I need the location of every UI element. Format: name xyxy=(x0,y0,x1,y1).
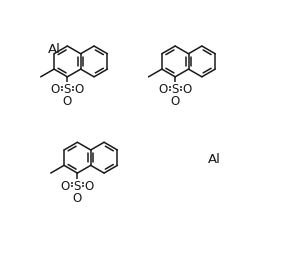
Text: O: O xyxy=(51,83,60,96)
Text: S: S xyxy=(171,83,179,96)
Text: O: O xyxy=(85,180,94,193)
Text: O: O xyxy=(73,192,82,205)
Text: Al: Al xyxy=(208,153,221,166)
Text: S: S xyxy=(64,83,71,96)
Text: Al: Al xyxy=(48,43,61,56)
Text: O: O xyxy=(171,95,180,109)
Text: O: O xyxy=(182,83,192,96)
Text: O: O xyxy=(61,180,70,193)
Text: O: O xyxy=(159,83,168,96)
Text: O: O xyxy=(75,83,84,96)
Text: O: O xyxy=(63,95,72,109)
Text: S: S xyxy=(74,180,81,193)
